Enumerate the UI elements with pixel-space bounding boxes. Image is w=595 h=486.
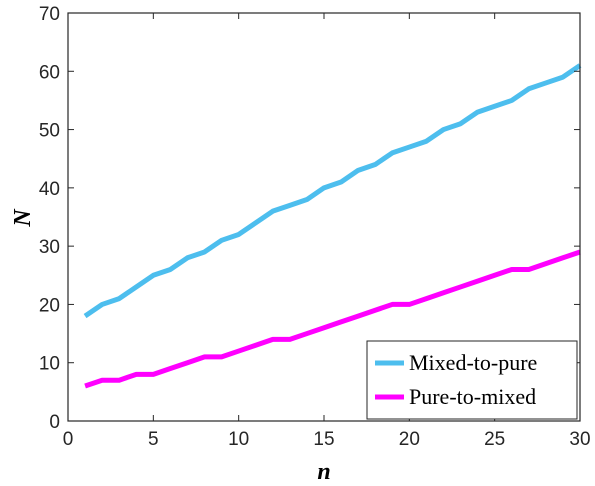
y-tick-label: 10 xyxy=(39,354,60,375)
legend: Mixed-to-pure Pure-to-mixed xyxy=(366,340,578,420)
legend-box xyxy=(366,340,578,420)
ticks-layer: 0 5 10 15 20 25 30 0 10 20 30 40 50 60 70 xyxy=(39,4,591,450)
y-tick-label: 30 xyxy=(39,237,60,258)
y-tick-label: 40 xyxy=(39,179,60,200)
y-tick-label: 0 xyxy=(49,412,60,433)
x-tick-label: 10 xyxy=(228,429,249,450)
x-tick-label: 0 xyxy=(63,429,74,450)
x-tick-label: 20 xyxy=(399,429,420,450)
y-tick-label: 20 xyxy=(39,295,60,316)
series-line-2 xyxy=(84,249,581,389)
y-tick-label: 50 xyxy=(39,121,60,142)
series-line-1 xyxy=(83,63,582,319)
y-tick-label: 60 xyxy=(39,62,60,83)
x-tick-label: 5 xyxy=(148,429,159,450)
legend-label-2: Pure-to-mixed xyxy=(409,384,536,409)
y-tick-label: 70 xyxy=(39,4,60,25)
legend-label-1: Mixed-to-pure xyxy=(409,350,537,375)
x-axis-title: n xyxy=(317,459,330,485)
y-axis-title: N xyxy=(10,208,36,228)
x-tick-label: 25 xyxy=(484,429,505,450)
x-tick-label: 30 xyxy=(569,429,590,450)
x-tick-label: 15 xyxy=(313,429,334,450)
series-layer xyxy=(83,63,582,389)
